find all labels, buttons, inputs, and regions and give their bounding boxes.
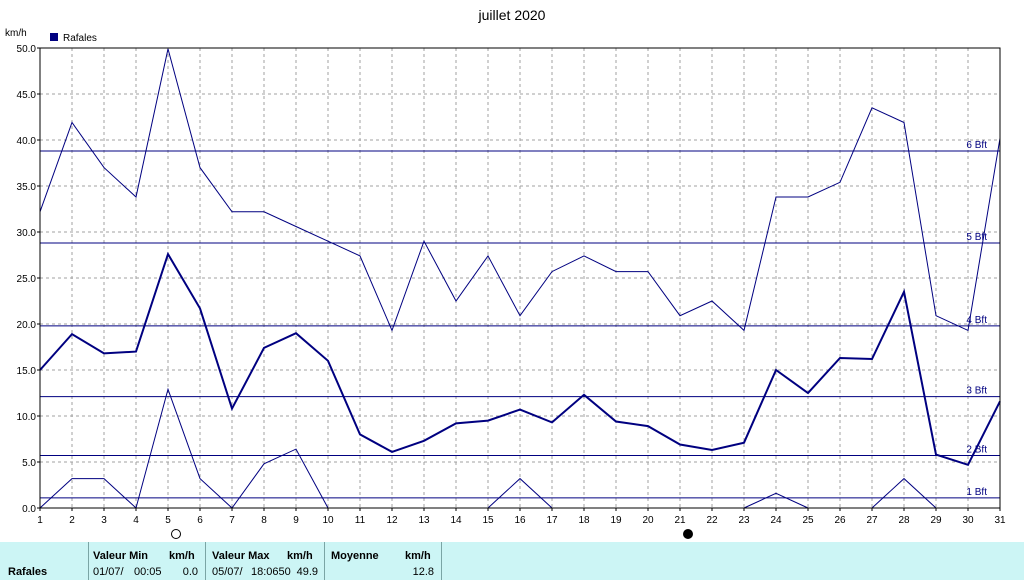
y-tick-label: 30.0 <box>17 228 37 239</box>
x-tick-label: 28 <box>898 515 910 526</box>
y-tick-label: 35.0 <box>17 182 37 193</box>
plot-frame <box>39 47 1001 509</box>
min-date: 01/07/ <box>93 566 124 578</box>
y-tick-label: 20.0 <box>17 320 37 331</box>
series-lines <box>39 48 1001 509</box>
series-line-min <box>743 492 809 509</box>
x-tick-label: 23 <box>738 515 750 526</box>
x-tick-label: 2 <box>69 515 75 526</box>
x-tick-label: 3 <box>101 515 107 526</box>
x-tick-label: 5 <box>165 515 171 526</box>
x-tick-label: 9 <box>293 515 299 526</box>
grid <box>40 48 1000 508</box>
x-tick-label: 19 <box>610 515 622 526</box>
x-tick-label: 30 <box>962 515 974 526</box>
new-moon-icon <box>683 529 693 539</box>
x-tick-label: 25 <box>802 515 814 526</box>
x-tick-label: 29 <box>930 515 942 526</box>
max-unit: km/h <box>287 550 313 562</box>
x-tick-label: 22 <box>706 515 718 526</box>
avg-value: 12.8 <box>412 566 434 578</box>
y-tick-label: 15.0 <box>17 366 37 377</box>
beaufort-label: 2 Bft <box>966 445 987 456</box>
chart: juillet 2020 km/h Rafales 1 Bft 2 Bft 3 Bf… <box>5 7 1006 539</box>
x-tick-label: 8 <box>261 515 267 526</box>
x-tick-label: 20 <box>642 515 654 526</box>
beaufort-label: 4 Bft <box>966 315 987 326</box>
x-tick-label: 21 <box>674 515 686 526</box>
min-time: 00:05 <box>134 566 162 578</box>
beaufort-label: 6 Bft <box>966 140 987 151</box>
summary-table: Rafales Valeur Min km/h 01/07/ 00:05 0.0… <box>0 542 1024 580</box>
x-tick-label: 16 <box>514 515 526 526</box>
beaufort-label: 3 Bft <box>966 386 987 397</box>
y-tick-label: 40.0 <box>17 136 37 147</box>
beaufort-lines: 1 Bft 2 Bft 3 Bft 4 Bft 5 Bft 6 Bft <box>40 140 1000 499</box>
x-tick-label: 17 <box>546 515 558 526</box>
min-header: Valeur Min <box>93 550 149 562</box>
avg-header: Moyenne <box>331 550 379 562</box>
axes: 0.0 5.0 10.0 15.0 20.0 25.0 30.0 35.0 40.0 45.0 50… <box>17 44 1006 526</box>
divider <box>441 542 442 580</box>
y-tick-label: 0.0 <box>22 504 36 515</box>
max-time: 18:0650 <box>251 566 291 578</box>
y-tick-label: 50.0 <box>17 44 37 55</box>
x-tick-label: 18 <box>578 515 590 526</box>
divider <box>324 542 325 580</box>
x-tick-label: 10 <box>322 515 334 526</box>
y-tick-label: 25.0 <box>17 274 37 285</box>
y-tick-label: 10.0 <box>17 412 37 423</box>
y-axis-unit: km/h <box>5 28 27 39</box>
divider <box>205 542 206 580</box>
series-line-min <box>871 477 937 509</box>
x-tick-label: 15 <box>482 515 494 526</box>
series-line-min <box>487 477 553 509</box>
max-value: 49.9 <box>296 566 318 578</box>
x-tick-label: 14 <box>450 515 462 526</box>
min-unit: km/h <box>169 550 195 562</box>
beaufort-label: 1 Bft <box>966 487 987 498</box>
beaufort-label: 5 Bft <box>966 232 987 243</box>
x-tick-label: 24 <box>770 515 782 526</box>
legend-swatch <box>50 33 58 41</box>
max-date: 05/07/ <box>212 566 243 578</box>
x-tick-label: 11 <box>355 515 366 526</box>
x-tick-label: 12 <box>386 515 398 526</box>
moon-markers <box>171 529 693 539</box>
x-tick-label: 13 <box>418 515 430 526</box>
x-tick-label: 26 <box>834 515 846 526</box>
row-label: Rafales <box>8 566 48 578</box>
legend-label: Rafales <box>63 33 97 44</box>
full-moon-icon <box>171 529 181 539</box>
x-tick-label: 1 <box>37 515 43 526</box>
x-tick-label: 27 <box>866 515 878 526</box>
y-tick-label: 5.0 <box>22 458 36 469</box>
x-tick-label: 6 <box>197 515 203 526</box>
divider <box>88 542 89 580</box>
series-line-average <box>39 251 1001 467</box>
x-tick-label: 31 <box>994 515 1006 526</box>
chart-title: juillet 2020 <box>478 7 546 23</box>
max-header: Valeur Max <box>212 550 270 562</box>
y-tick-label: 45.0 <box>17 90 37 101</box>
x-tick-label: 7 <box>229 515 235 526</box>
x-tick-label: 4 <box>133 515 139 526</box>
avg-unit: km/h <box>405 550 431 562</box>
series-line-min <box>39 387 329 509</box>
min-value: 0.0 <box>182 566 198 578</box>
